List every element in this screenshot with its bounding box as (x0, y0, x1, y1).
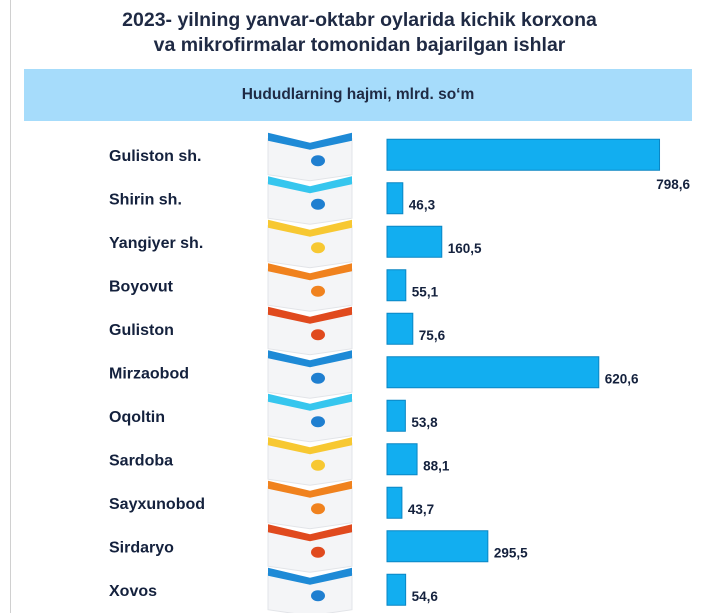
decor-stripe (268, 176, 352, 194)
value-label: 46,3 (409, 197, 436, 212)
title-line-1: 2023- yilning yanvar-oktabr oylarida kic… (122, 9, 597, 31)
value-label: 55,1 (412, 284, 439, 299)
value-label: 53,8 (411, 415, 438, 430)
chart-title: 2023- yilning yanvar-oktabr oylarida kic… (0, 8, 719, 58)
bar (386, 573, 407, 606)
left-border (10, 0, 11, 613)
decor-stripe (268, 263, 352, 281)
value-label: 43,7 (408, 502, 434, 517)
category-label: Sayxunobod (109, 496, 205, 513)
value-label: 620,6 (605, 371, 639, 386)
value-label: 798,6 (656, 177, 690, 192)
category-label: Sardoba (109, 452, 173, 469)
category-label: Xovos (109, 583, 157, 600)
decor-stripe (268, 480, 352, 498)
bar (386, 443, 418, 476)
decor-dot (311, 546, 325, 558)
bar (386, 225, 443, 258)
category-label: Shirin sh. (109, 191, 182, 208)
decor-dot (311, 198, 325, 210)
decor-dot (311, 416, 325, 428)
decor-dot (311, 372, 325, 384)
decor-dot (311, 590, 325, 602)
decor-stripe (268, 393, 352, 411)
category-label: Oqoltin (109, 409, 165, 426)
bar (386, 182, 404, 215)
category-label: Yangiyer sh. (109, 235, 203, 252)
decor-dot (311, 503, 325, 515)
value-label: 295,5 (494, 545, 528, 560)
bar (386, 138, 661, 171)
decor-dot (311, 329, 325, 341)
value-label: 75,6 (419, 328, 446, 343)
title-line-2: va mikrofirmalar tomonidan bajarilgan is… (153, 34, 566, 56)
bar (386, 530, 489, 563)
value-label: 54,6 (412, 589, 439, 604)
bar (386, 356, 600, 389)
category-label: Mirzaobod (109, 365, 189, 382)
decor-stripe (268, 524, 352, 542)
decor-stripe (268, 306, 352, 324)
bar (386, 312, 414, 345)
decor-dot (311, 459, 325, 471)
category-label: Guliston (109, 322, 174, 339)
subtitle-band: Hududlarning hajmi, mlrd. so‘m (24, 69, 692, 121)
decor-stripe (268, 437, 352, 455)
decor-stripe (268, 567, 352, 585)
category-label: Sirdaryo (109, 539, 174, 556)
category-label: Boyovut (109, 278, 174, 295)
value-label: 160,5 (448, 241, 482, 256)
bar (386, 269, 407, 302)
bar (386, 399, 406, 432)
decor-stripe (268, 132, 352, 150)
decor-dot (311, 155, 325, 167)
chart-subtitle: Hududlarning hajmi, mlrd. so‘m (241, 86, 475, 103)
category-label: Guliston sh. (109, 148, 201, 165)
bar (386, 486, 403, 519)
decor-dot (311, 285, 325, 297)
value-label: 88,1 (423, 458, 450, 473)
decor-dot (311, 242, 325, 254)
decor-stripe (268, 219, 352, 237)
decor-stripe (268, 350, 352, 368)
